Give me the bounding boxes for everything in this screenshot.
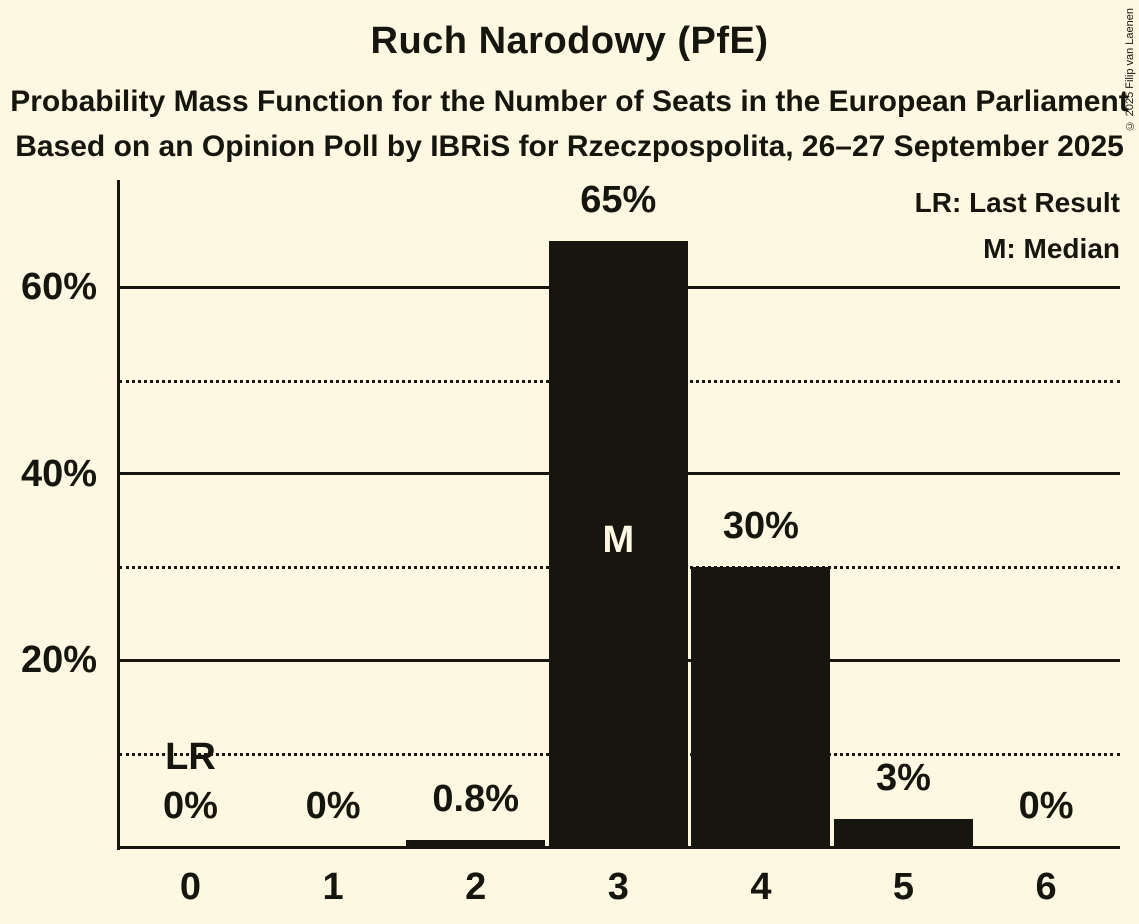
chart-subtitle: Probability Mass Function for the Number…: [10, 85, 1129, 118]
x-axis-label-1: 1: [322, 866, 344, 908]
bar-value-label-seat-6: 0%: [1018, 785, 1074, 827]
bar-value-label-seat-3: 65%: [580, 178, 657, 221]
bar-value-label-seat-4: 30%: [722, 505, 799, 548]
bar-seat-3: [548, 240, 688, 847]
y-axis-line: [117, 180, 120, 850]
bar-seat-5: [834, 819, 973, 847]
bar-seat-4: [691, 567, 831, 847]
median-marker: M: [602, 519, 635, 561]
x-axis-label-6: 6: [1035, 866, 1057, 908]
bar-value-label-seat-2: 0.8%: [432, 777, 519, 820]
y-axis-label-40%: 40%: [20, 452, 97, 495]
copyright-notice: © 2025 Filip van Laenen: [1124, 8, 1136, 132]
chart-title: Ruch Narodowy (PfE): [370, 20, 769, 62]
bar-seat-2: [406, 839, 546, 847]
y-axis-label-20%: 20%: [20, 639, 97, 682]
last-result-marker: LR: [165, 736, 216, 778]
chart-source-line: Based on an Opinion Poll by IBRiS for Rz…: [15, 130, 1124, 163]
x-axis-label-2: 2: [465, 866, 487, 908]
legend-median: M: Median: [983, 233, 1120, 264]
legend-last-result: LR: Last Result: [914, 187, 1120, 218]
x-axis-label-5: 5: [892, 866, 915, 908]
bar-value-label-seat-1: 0%: [305, 785, 361, 827]
x-axis-label-4: 4: [750, 866, 772, 908]
chart-legend: LR: Last Result M: Median: [915, 180, 1120, 272]
x-axis-label-3: 3: [607, 866, 629, 908]
x-axis-label-0: 0: [179, 866, 202, 908]
bar-value-label-seat-0: 0%: [163, 785, 218, 827]
x-axis-line: [117, 845, 1120, 849]
bar-value-label-seat-5: 3%: [876, 757, 931, 799]
y-axis-label-60%: 60%: [20, 266, 97, 309]
